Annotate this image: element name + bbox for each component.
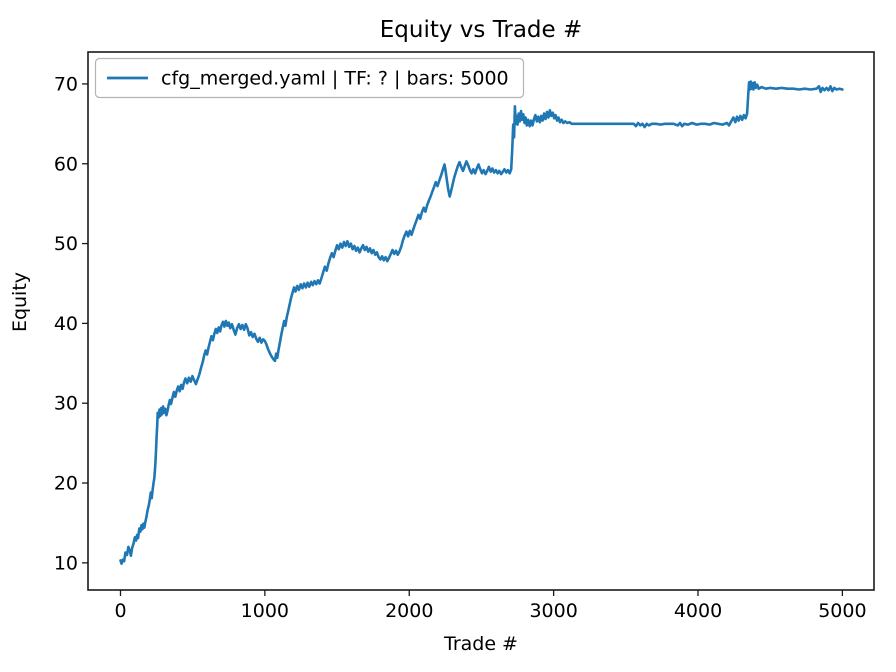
y-tick-label: 10 <box>54 552 78 574</box>
x-axis-label: Trade # <box>443 633 518 655</box>
equity-series-line <box>119 80 844 565</box>
y-tick-label: 40 <box>54 313 78 335</box>
plot-area <box>87 51 875 591</box>
y-axis-ticks: 10 20 30 40 50 60 70 <box>54 73 88 574</box>
x-tick-label: 0 <box>114 600 126 622</box>
y-tick-label: 30 <box>54 393 78 415</box>
x-tick-label: 1000 <box>241 600 289 622</box>
x-axis-ticks: 0 1000 2000 3000 4000 5000 <box>114 590 867 622</box>
x-tick-label: 5000 <box>818 600 866 622</box>
x-tick-label: 4000 <box>674 600 722 622</box>
y-tick-label: 20 <box>54 473 78 495</box>
x-tick-label: 2000 <box>385 600 433 622</box>
legend-label: cfg_merged.yaml | TF: ? | bars: 5000 <box>161 68 509 90</box>
legend-box <box>94 57 525 99</box>
y-axis-label: Equity <box>9 272 31 332</box>
y-tick-label: 70 <box>54 73 78 95</box>
chart-title: Equity vs Trade # <box>380 17 583 43</box>
y-tick-label: 60 <box>54 153 78 175</box>
x-tick-label: 3000 <box>529 600 577 622</box>
legend: cfg_merged.yaml | TF: ? | bars: 5000 <box>94 57 525 99</box>
y-tick-label: 50 <box>54 233 78 255</box>
